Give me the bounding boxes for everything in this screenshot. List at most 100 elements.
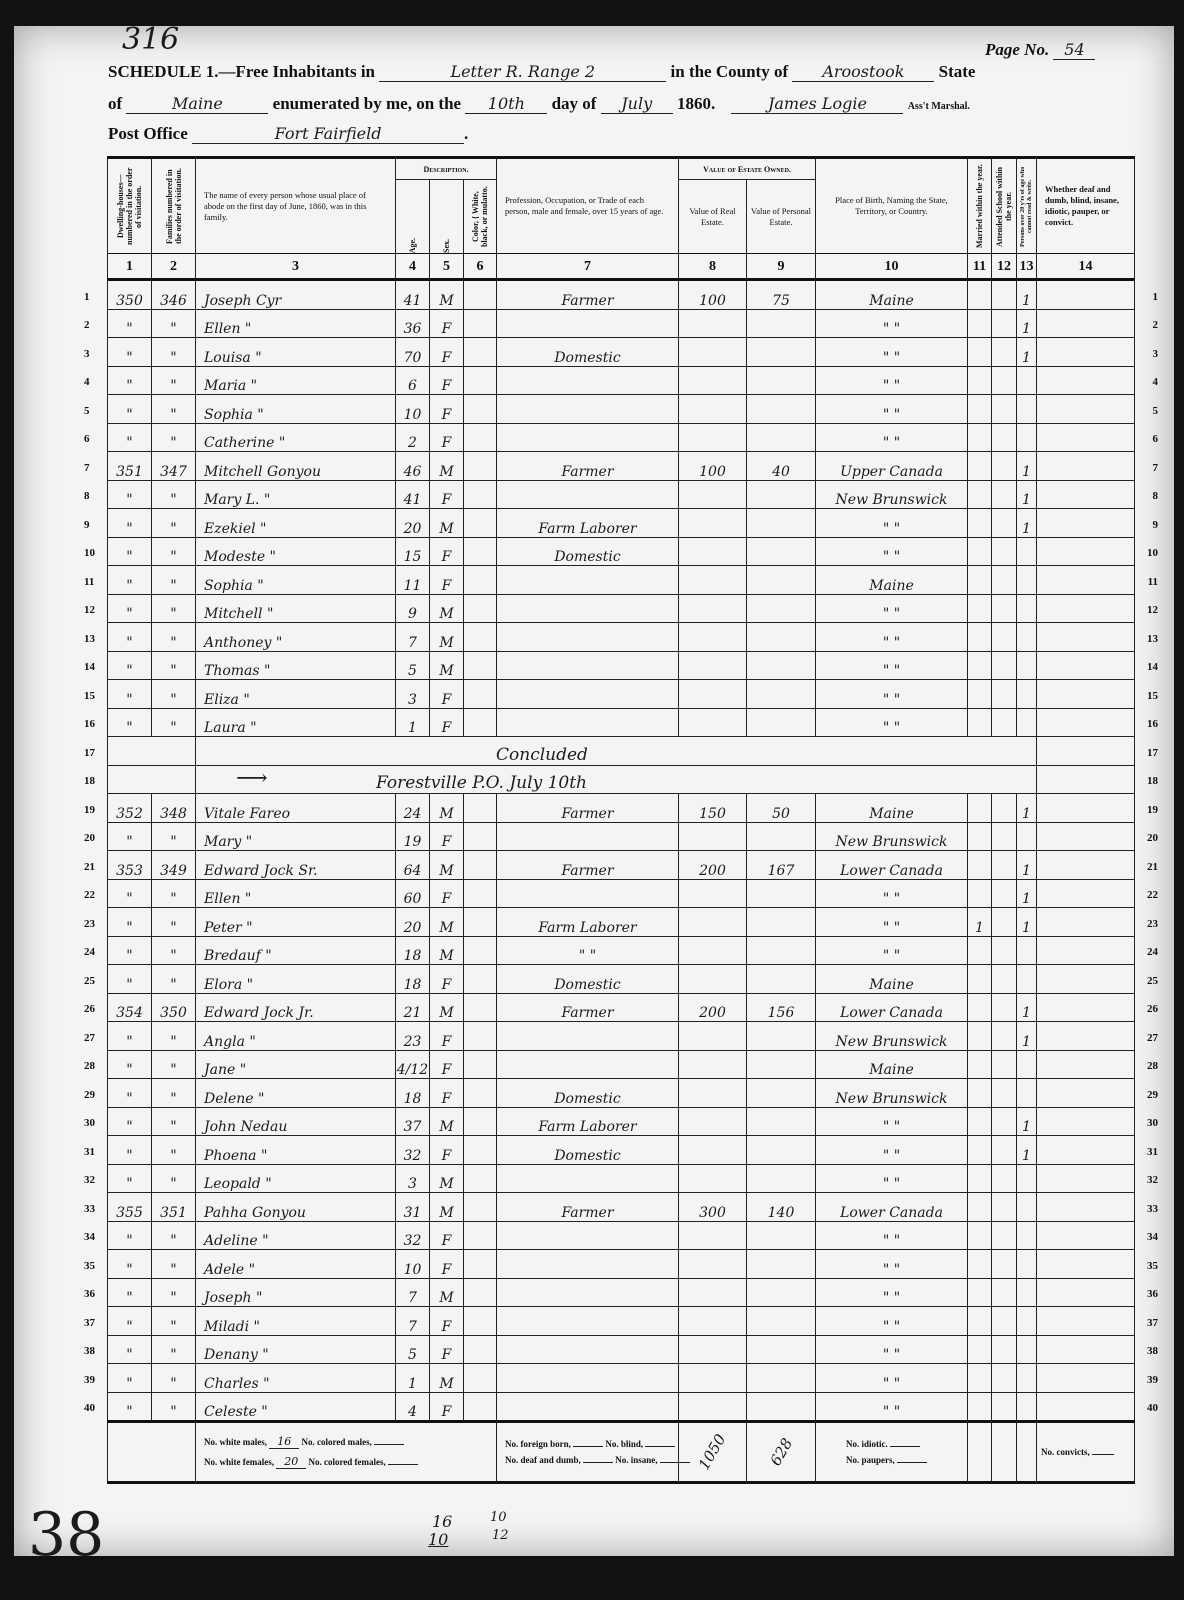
occupation: Farmer [496, 279, 679, 310]
summary-row: No. white males, 16 No. colored males, N… [107, 1420, 1136, 1483]
state-field: Maine [126, 94, 269, 114]
color [463, 822, 497, 851]
person-name: Ezekiel " [195, 508, 396, 538]
personal-estate-value: 50 [745, 793, 817, 823]
deaf-blind-status: 21 [1036, 850, 1158, 880]
occupation: Farmer [496, 793, 679, 823]
sex: F [429, 423, 464, 452]
personal-estate-value [745, 622, 817, 652]
dwelling-number: " 27 [84, 1021, 152, 1051]
sex: F [429, 708, 464, 737]
deaf-blind-status: 36 [1036, 1278, 1158, 1307]
personal-estate-value [745, 679, 817, 709]
married-within-year [967, 1107, 993, 1136]
real-estate-value [678, 423, 747, 452]
real-estate-value [678, 1107, 747, 1136]
birthplace: " " [815, 679, 969, 709]
cannot-read-write [1016, 679, 1038, 709]
dwelling-number: " 4 [84, 366, 152, 395]
married-within-year [967, 964, 993, 994]
row-number-left: 20 [84, 832, 95, 844]
year: 1860. [676, 94, 716, 113]
sex: F [429, 394, 464, 424]
row-number-left: 7 [84, 461, 90, 474]
row-number-right: 19 [1147, 803, 1159, 816]
color [463, 936, 497, 965]
color [463, 366, 497, 395]
real-estate-value [678, 907, 747, 937]
personal-estate-value [745, 651, 817, 680]
row-number-right: 18 [1147, 775, 1159, 787]
personal-estate-value: 140 [745, 1192, 817, 1222]
attended-school [991, 993, 1018, 1022]
family-number: " [151, 480, 196, 509]
arrow-icon: ⟶ [236, 766, 268, 791]
married-within-year [967, 1278, 993, 1307]
row-number-left: 10 [84, 547, 95, 559]
occupation: Farmer [496, 1192, 679, 1222]
column-number: 2 [151, 253, 196, 281]
cannot-read-write: 1 [1016, 993, 1038, 1022]
attended-school [991, 708, 1018, 737]
attended-school [991, 1164, 1018, 1193]
header-dwelling: Dwelling-houses—numbered in the order of… [107, 157, 152, 254]
person-name: John Nedau [195, 1107, 396, 1136]
row-number-right: 4 [1152, 376, 1159, 388]
row-number-right: 16 [1147, 718, 1159, 730]
census-row: " 22 " Ellen " 60 F " " 1 22 [84, 879, 1158, 908]
occupation [496, 1278, 679, 1307]
personal-estate-value [745, 1021, 817, 1051]
color [463, 537, 497, 566]
row-number-left: 6 [84, 433, 90, 445]
age: 32 [395, 1135, 430, 1165]
age: 41 [395, 480, 430, 509]
color [463, 337, 497, 367]
header-age: Age. [395, 179, 430, 254]
deaf-blind-status: 8 [1036, 480, 1158, 509]
color [463, 594, 497, 623]
column-number-row: 1 2 3 4 5 6 7 8 9 10 11 12 13 14 [107, 253, 1136, 281]
dwelling-number: " 24 [84, 936, 152, 965]
real-estate-value [678, 366, 747, 395]
page-number-label: Page No. [985, 40, 1050, 59]
census-row: " 6 " Catherine " 2 F " " 6 [84, 423, 1158, 452]
deaf-blind-status: 39 [1036, 1363, 1158, 1393]
attended-school [991, 423, 1018, 452]
age: 2 [395, 423, 430, 452]
sex: F [429, 964, 464, 994]
post-office-field: Fort Fairfield [192, 124, 465, 144]
sex: F [429, 1335, 464, 1364]
month-field: July [600, 94, 673, 114]
married-within-year [967, 708, 993, 737]
married-within-year [967, 1306, 993, 1336]
birthplace: Maine [815, 279, 969, 310]
occupation [496, 1164, 679, 1193]
header-real-estate: Value of Real Estate. [678, 179, 747, 254]
attended-school [991, 1050, 1018, 1079]
census-row: " 31 " Phoena " 32 F Domestic " " 1 31 [84, 1135, 1158, 1165]
person-name: Mary " [195, 822, 396, 851]
married-within-year [967, 1050, 993, 1079]
header-deaf-blind: Whether deaf and dumb, blind, insane, id… [1036, 157, 1136, 254]
color [463, 1135, 497, 1165]
age: 70 [395, 337, 430, 367]
family-number: " [151, 594, 196, 623]
dwelling-number: " 34 [84, 1221, 152, 1250]
age: 5 [395, 651, 430, 680]
occupation: Farmer [496, 850, 679, 880]
row-number-right: 15 [1147, 689, 1159, 702]
age: 20 [395, 907, 430, 937]
day-field: 10th [465, 94, 548, 114]
color [463, 708, 497, 737]
family-number: 348 [151, 793, 196, 823]
birthplace: " " [815, 708, 969, 737]
person-name: Celeste " [195, 1392, 396, 1422]
cannot-read-write [1016, 1392, 1038, 1422]
cannot-read-write [1016, 822, 1038, 851]
sex: M [429, 907, 464, 937]
married-within-year [967, 366, 993, 395]
family-number: " [151, 1021, 196, 1051]
age: 5 [395, 1335, 430, 1364]
header-estate: Value of Estate Owned. [677, 157, 817, 180]
age: 1 [395, 1363, 430, 1393]
